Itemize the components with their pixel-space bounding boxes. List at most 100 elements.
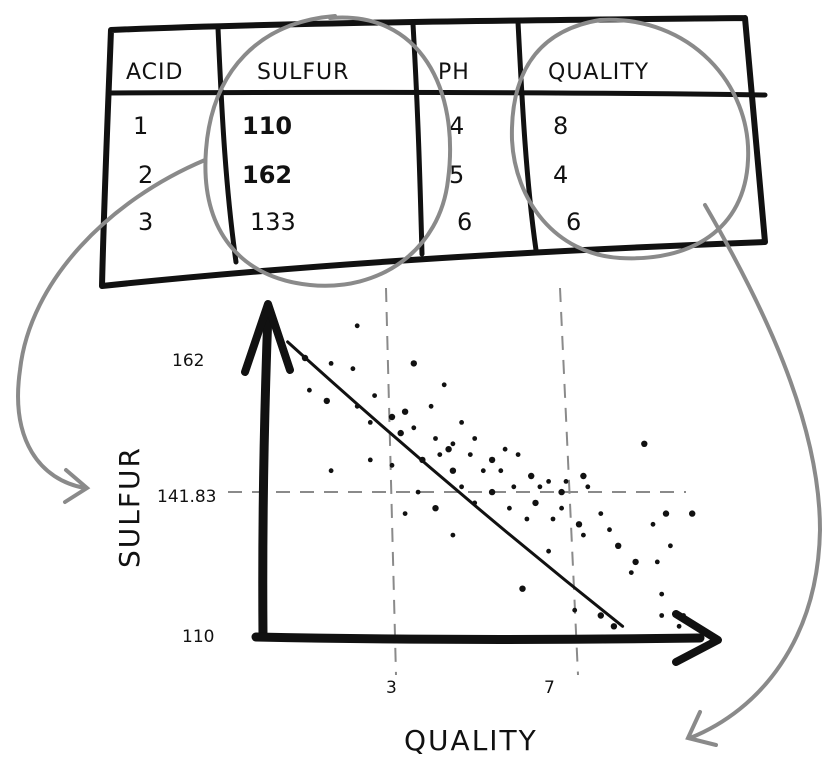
table-header-cell: QUALITY bbox=[548, 60, 649, 85]
scatter-point bbox=[615, 542, 622, 549]
y-axis-title: SULFUR bbox=[113, 446, 146, 568]
scatter-point bbox=[681, 613, 686, 618]
scatter-point bbox=[415, 489, 421, 495]
guide-line-vertical bbox=[385, 287, 397, 676]
scatter-points bbox=[301, 323, 700, 641]
scatter-point bbox=[450, 441, 456, 447]
scatter-point bbox=[388, 413, 396, 421]
scatter-point bbox=[367, 457, 373, 463]
scatter-point bbox=[662, 510, 670, 517]
scatter-point bbox=[559, 505, 564, 511]
table-column-divider bbox=[515, 19, 539, 253]
scatter-point bbox=[610, 623, 618, 630]
scatter-point bbox=[659, 591, 665, 597]
table-cell: 5 bbox=[449, 161, 464, 189]
scatter-point bbox=[397, 429, 404, 437]
scatter-point bbox=[689, 510, 696, 517]
scatter-point bbox=[693, 633, 700, 641]
scatter-point bbox=[328, 361, 334, 366]
scatter-point bbox=[402, 511, 408, 516]
table-row: 1 110 4 8 bbox=[133, 112, 568, 140]
scatter-point bbox=[515, 452, 521, 457]
y-tick-label: 162 bbox=[172, 351, 204, 371]
scatter-point bbox=[532, 499, 539, 507]
sulfur-to-axis-arrow bbox=[16, 158, 207, 490]
scatter-point bbox=[563, 479, 569, 484]
y-tick-label: 110 bbox=[182, 627, 214, 647]
x-axis bbox=[251, 632, 705, 644]
scatter-point bbox=[459, 484, 464, 490]
scatter-point bbox=[410, 360, 417, 367]
scatter-point bbox=[528, 472, 535, 480]
scatter-point bbox=[632, 558, 639, 566]
scatter-point bbox=[372, 393, 377, 398]
scatter-point bbox=[597, 612, 604, 619]
scatter-point bbox=[524, 516, 530, 522]
scatter-point bbox=[507, 505, 512, 511]
x-axis-arrowhead-icon bbox=[672, 610, 722, 666]
scatter-point bbox=[575, 521, 583, 528]
table-frame bbox=[99, 15, 768, 289]
scatter-point bbox=[389, 462, 395, 468]
scatter-point bbox=[581, 532, 586, 538]
table-column-divider bbox=[215, 25, 239, 265]
table-cell: 3 bbox=[138, 208, 153, 236]
table-column-divider bbox=[410, 21, 425, 257]
table-cell: 162 bbox=[242, 161, 292, 189]
table-header-cell: ACID bbox=[126, 60, 183, 85]
scatter-chart: 162 141.83 110 3 7 QUALITY SULFUR bbox=[113, 287, 722, 757]
scatter-point bbox=[350, 366, 356, 372]
scatter-point bbox=[437, 452, 443, 457]
scatter-point bbox=[650, 521, 656, 527]
scatter-point bbox=[449, 467, 457, 474]
y-tick-label: 141.83 bbox=[157, 487, 216, 507]
scatter-point bbox=[411, 425, 417, 431]
scatter-point bbox=[480, 468, 486, 474]
quality-to-axis-arrow bbox=[688, 203, 823, 740]
scatter-point bbox=[488, 456, 496, 464]
table-cell: 110 bbox=[242, 112, 292, 140]
table-header-rule bbox=[106, 89, 768, 98]
scatter-point bbox=[668, 543, 673, 549]
scatter-point bbox=[519, 585, 526, 592]
scatter-point bbox=[585, 484, 591, 490]
table-row: 2 162 5 4 bbox=[138, 161, 568, 189]
y-axis bbox=[258, 307, 273, 642]
x-axis-title: QUALITY bbox=[404, 724, 538, 757]
y-axis-arrowhead-icon bbox=[241, 300, 294, 376]
table-cell: 6 bbox=[457, 208, 472, 236]
scatter-point bbox=[459, 420, 464, 425]
scatter-point bbox=[367, 420, 373, 425]
scatter-point bbox=[450, 532, 456, 538]
table-cell: 4 bbox=[449, 112, 464, 140]
scatter-point bbox=[558, 488, 565, 496]
table-cell: 4 bbox=[553, 161, 568, 189]
table-cell: 1 bbox=[133, 112, 148, 140]
trend-line bbox=[286, 340, 625, 628]
scatter-point bbox=[502, 446, 508, 452]
x-tick-label: 7 bbox=[544, 678, 555, 698]
scatter-point bbox=[546, 479, 551, 484]
scatter-point bbox=[628, 570, 634, 575]
table-row: 3 133 6 6 bbox=[138, 208, 581, 236]
scatter-point bbox=[598, 511, 604, 516]
x-tick-label: 3 bbox=[386, 678, 397, 698]
scatter-point bbox=[401, 408, 409, 415]
table-cell: 133 bbox=[250, 208, 296, 236]
scatter-point bbox=[428, 403, 434, 409]
table-cell: 6 bbox=[566, 208, 581, 236]
scatter-point bbox=[354, 323, 360, 329]
scatter-point bbox=[433, 436, 438, 441]
scatter-point bbox=[432, 505, 439, 512]
scatter-point bbox=[654, 559, 660, 565]
scatter-point bbox=[472, 436, 478, 441]
scatter-point bbox=[537, 484, 543, 490]
table-header-cell: SULFUR bbox=[257, 60, 349, 85]
scatter-point bbox=[550, 516, 556, 522]
scatter-point bbox=[676, 623, 682, 629]
scatter-point bbox=[488, 488, 496, 496]
scatter-point bbox=[641, 440, 648, 447]
scatter-point bbox=[323, 397, 330, 405]
scatter-point bbox=[546, 548, 551, 554]
arrowhead-icon bbox=[685, 710, 718, 747]
